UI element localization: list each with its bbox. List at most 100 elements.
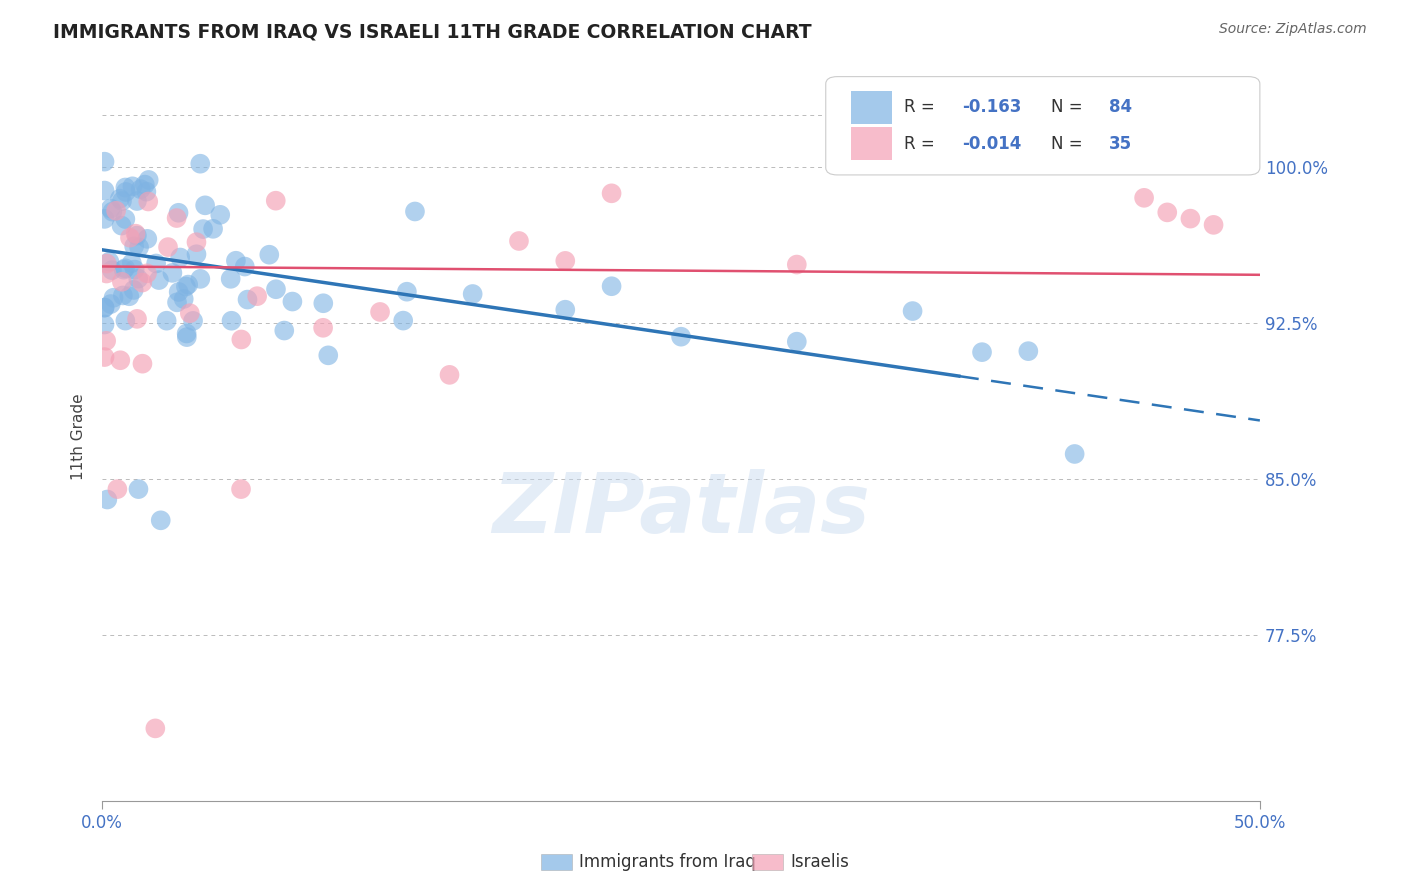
Point bbox=[101, 263, 124, 277]
Point bbox=[114, 313, 136, 327]
Point bbox=[143, 722, 166, 736]
Point bbox=[96, 492, 118, 507]
Point bbox=[194, 198, 217, 212]
Text: R =: R = bbox=[904, 98, 941, 116]
Point bbox=[191, 222, 214, 236]
Point bbox=[100, 202, 122, 216]
Point bbox=[392, 313, 415, 327]
Point bbox=[166, 211, 188, 225]
Point bbox=[273, 324, 295, 338]
Point bbox=[93, 211, 115, 226]
Point bbox=[166, 295, 188, 310]
Point bbox=[1156, 205, 1178, 219]
Point bbox=[1202, 218, 1225, 232]
Point bbox=[112, 262, 135, 277]
Point bbox=[156, 314, 179, 328]
Point bbox=[786, 334, 808, 349]
Point bbox=[202, 222, 225, 236]
Text: N =: N = bbox=[1052, 135, 1088, 153]
Point bbox=[122, 283, 145, 297]
Point bbox=[110, 353, 132, 368]
Point bbox=[209, 208, 232, 222]
Point bbox=[1180, 211, 1202, 226]
Point bbox=[600, 279, 623, 293]
Point bbox=[111, 194, 134, 208]
Point bbox=[93, 301, 115, 315]
Point bbox=[145, 256, 167, 270]
Point bbox=[114, 185, 136, 199]
Y-axis label: 11th Grade: 11th Grade bbox=[72, 393, 86, 481]
Point bbox=[176, 326, 198, 341]
Point bbox=[136, 232, 159, 246]
Point bbox=[264, 282, 287, 296]
Point bbox=[186, 235, 208, 250]
Text: -0.014: -0.014 bbox=[962, 135, 1022, 153]
Point bbox=[229, 482, 252, 496]
Point bbox=[110, 219, 132, 233]
Point bbox=[246, 289, 269, 303]
Point bbox=[508, 234, 530, 248]
Point bbox=[179, 306, 201, 320]
Point bbox=[124, 262, 146, 277]
Point bbox=[149, 513, 172, 527]
Point bbox=[970, 345, 993, 359]
Point bbox=[131, 357, 153, 371]
Point bbox=[173, 292, 195, 306]
Point bbox=[169, 251, 191, 265]
Point bbox=[96, 267, 118, 281]
Point bbox=[125, 194, 148, 208]
Point bbox=[368, 305, 391, 319]
Point bbox=[121, 179, 143, 194]
Text: Source: ZipAtlas.com: Source: ZipAtlas.com bbox=[1219, 22, 1367, 37]
Text: Israelis: Israelis bbox=[790, 853, 849, 871]
Point bbox=[188, 157, 211, 171]
Bar bbox=[851, 91, 891, 124]
FancyBboxPatch shape bbox=[825, 77, 1260, 175]
Point bbox=[167, 206, 190, 220]
Point bbox=[122, 239, 145, 253]
Text: -0.163: -0.163 bbox=[962, 98, 1022, 116]
Point bbox=[1063, 447, 1085, 461]
Point bbox=[93, 154, 115, 169]
Point bbox=[181, 314, 204, 328]
Point bbox=[316, 348, 339, 362]
Point bbox=[127, 271, 149, 285]
Point bbox=[600, 186, 623, 201]
Point bbox=[114, 261, 136, 276]
Point bbox=[93, 301, 115, 315]
Point bbox=[111, 275, 134, 289]
Text: IMMIGRANTS FROM IRAQ VS ISRAELI 11TH GRADE CORRELATION CHART: IMMIGRANTS FROM IRAQ VS ISRAELI 11TH GRA… bbox=[53, 22, 813, 41]
Point bbox=[105, 203, 128, 218]
Point bbox=[121, 256, 143, 270]
Point bbox=[136, 266, 159, 280]
Point bbox=[125, 311, 148, 326]
Point bbox=[111, 288, 134, 302]
Point bbox=[138, 173, 160, 187]
Point bbox=[96, 256, 118, 270]
Point bbox=[134, 178, 156, 192]
Point bbox=[162, 266, 184, 280]
Point bbox=[136, 194, 159, 209]
Text: 84: 84 bbox=[1109, 98, 1132, 116]
Point bbox=[93, 318, 115, 332]
Point bbox=[231, 333, 253, 347]
Point bbox=[118, 289, 141, 303]
Point bbox=[96, 334, 118, 348]
Point bbox=[93, 350, 115, 364]
Point bbox=[233, 260, 256, 274]
Point bbox=[221, 314, 243, 328]
Point bbox=[129, 182, 152, 196]
Point bbox=[124, 227, 146, 241]
Point bbox=[901, 304, 924, 318]
Point bbox=[167, 285, 190, 299]
Point bbox=[128, 240, 150, 254]
Point bbox=[148, 273, 170, 287]
Point bbox=[461, 287, 484, 301]
Point bbox=[264, 194, 287, 208]
Point bbox=[114, 180, 136, 194]
Bar bbox=[851, 128, 891, 160]
Point bbox=[236, 293, 259, 307]
Point bbox=[225, 253, 247, 268]
Point bbox=[554, 302, 576, 317]
Text: 35: 35 bbox=[1109, 135, 1132, 153]
